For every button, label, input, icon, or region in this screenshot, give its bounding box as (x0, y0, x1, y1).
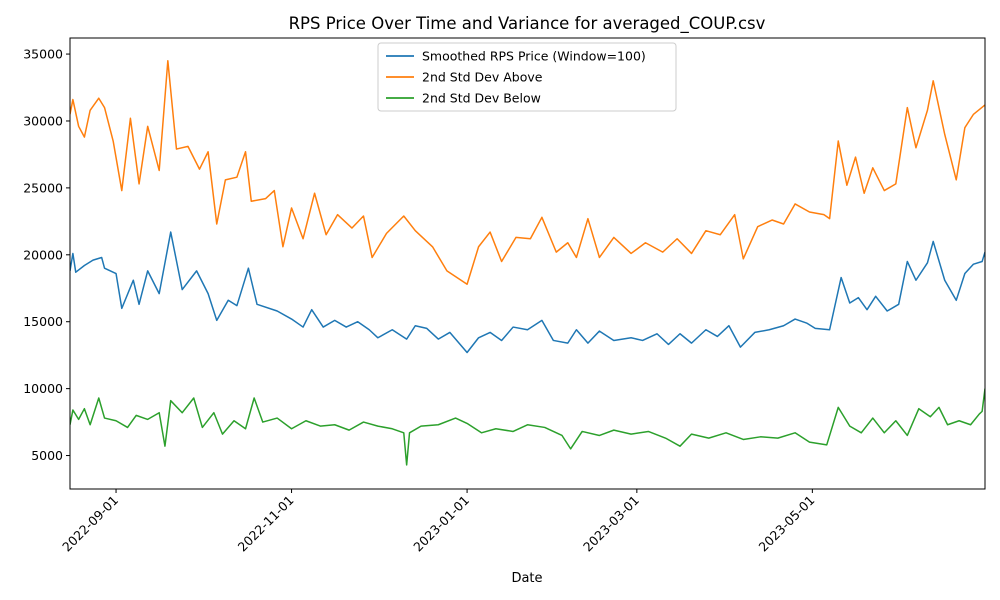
legend-label-2: 2nd Std Dev Below (422, 91, 541, 106)
y-tick-label: 10000 (23, 381, 63, 396)
y-tick-label: 20000 (23, 247, 63, 262)
series-line-2 (70, 388, 985, 466)
plot-area (69, 37, 986, 490)
legend: Smoothed RPS Price (Window=100) 2nd Std D… (377, 42, 677, 112)
y-tick-label: 5000 (31, 448, 63, 463)
y-tick-label: 25000 (23, 180, 63, 195)
series-layer (70, 60, 985, 466)
x-axis-label: Date (511, 571, 542, 586)
chart-title: RPS Price Over Time and Variance for ave… (289, 14, 766, 34)
y-tick-label: 35000 (23, 47, 63, 62)
series-line-0 (70, 231, 985, 354)
y-tick-label: 15000 (23, 314, 63, 329)
legend-box (377, 42, 677, 112)
series-line-1 (70, 60, 985, 285)
legend-label-1: 2nd Std Dev Above (422, 70, 543, 85)
legend-label-0: Smoothed RPS Price (Window=100) (422, 49, 646, 64)
y-tick-label: 30000 (23, 113, 63, 128)
plot-frame (69, 37, 986, 490)
y-axis: 5000 10000 15000 20000 25000 30000 35000 (23, 47, 70, 463)
